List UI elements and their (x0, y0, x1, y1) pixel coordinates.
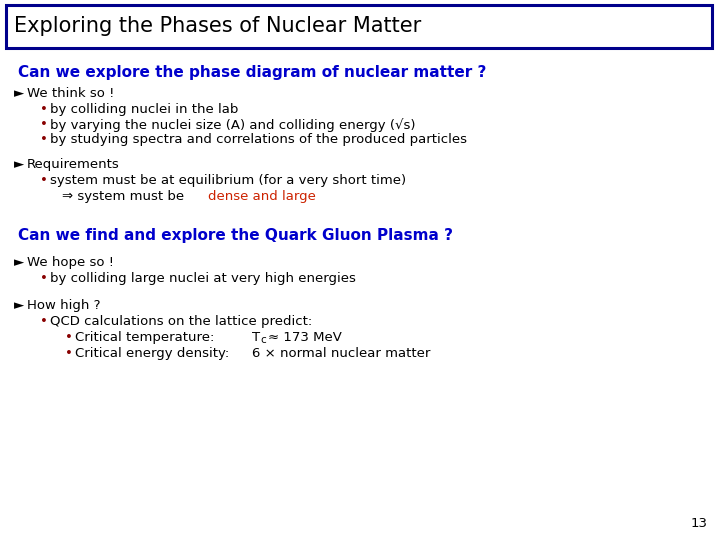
Text: ►: ► (14, 256, 24, 269)
Text: Can we find and explore the Quark Gluon Plasma ?: Can we find and explore the Quark Gluon … (18, 228, 453, 243)
Text: dense and large: dense and large (208, 190, 316, 203)
Text: ⇒ system must be: ⇒ system must be (62, 190, 189, 203)
Text: by colliding large nuclei at very high energies: by colliding large nuclei at very high e… (50, 272, 356, 285)
Text: by studying spectra and correlations of the produced particles: by studying spectra and correlations of … (50, 133, 467, 146)
Text: T: T (252, 331, 260, 344)
Text: •: • (40, 272, 48, 285)
Text: ►: ► (14, 299, 24, 312)
Text: Critical temperature:: Critical temperature: (75, 331, 215, 344)
Text: Requirements: Requirements (27, 158, 120, 171)
Text: Can we explore the phase diagram of nuclear matter ?: Can we explore the phase diagram of nucl… (18, 65, 487, 80)
Text: •: • (40, 118, 48, 131)
Text: •: • (40, 174, 48, 187)
Text: by colliding nuclei in the lab: by colliding nuclei in the lab (50, 103, 238, 116)
Text: 6 × normal nuclear matter: 6 × normal nuclear matter (252, 347, 431, 360)
Text: 13: 13 (691, 517, 708, 530)
Text: ►: ► (14, 158, 24, 171)
Text: We hope so !: We hope so ! (27, 256, 114, 269)
Text: by varying the nuclei size (A) and colliding energy (√s): by varying the nuclei size (A) and colli… (50, 118, 415, 132)
Text: •: • (40, 315, 48, 328)
FancyBboxPatch shape (6, 5, 712, 48)
Text: Critical energy density:: Critical energy density: (75, 347, 229, 360)
Text: •: • (40, 103, 48, 116)
Text: c: c (260, 335, 266, 345)
Text: ≈ 173 MeV: ≈ 173 MeV (268, 331, 342, 344)
Text: system must be at equilibrium (for a very short time): system must be at equilibrium (for a ver… (50, 174, 406, 187)
Text: •: • (65, 331, 73, 344)
Text: How high ?: How high ? (27, 299, 101, 312)
Text: Exploring the Phases of Nuclear Matter: Exploring the Phases of Nuclear Matter (14, 17, 421, 37)
Text: •: • (65, 347, 73, 360)
Text: We think so !: We think so ! (27, 87, 114, 100)
Text: QCD calculations on the lattice predict:: QCD calculations on the lattice predict: (50, 315, 312, 328)
Text: ►: ► (14, 87, 24, 100)
Text: •: • (40, 133, 48, 146)
